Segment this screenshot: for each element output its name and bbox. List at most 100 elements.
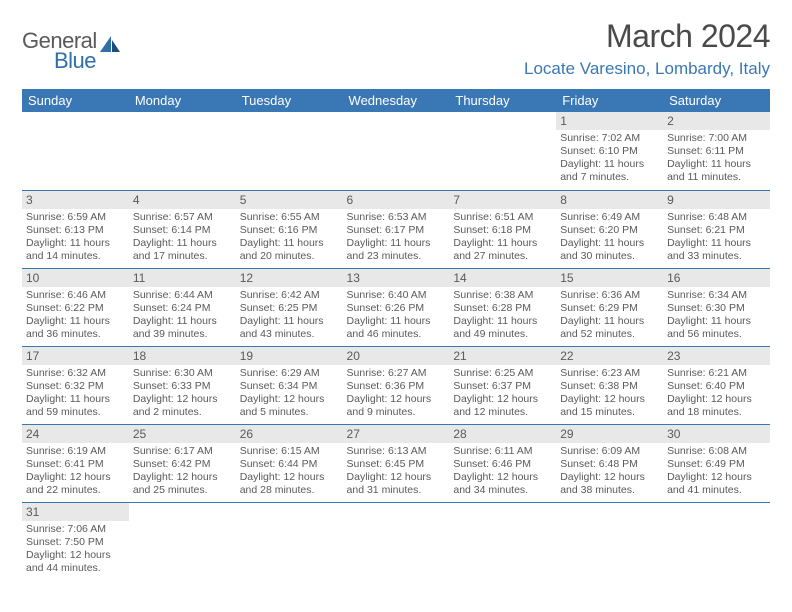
calendar-cell: 4Sunrise: 6:57 AMSunset: 6:14 PMDaylight… <box>129 190 236 268</box>
day-detail-line: Sunset: 6:26 PM <box>347 302 446 315</box>
day-detail-line: Daylight: 11 hours <box>133 237 232 250</box>
calendar-cell <box>343 112 450 190</box>
calendar-cell: 28Sunrise: 6:11 AMSunset: 6:46 PMDayligh… <box>449 424 556 502</box>
day-details: Sunrise: 6:46 AMSunset: 6:22 PMDaylight:… <box>22 287 129 344</box>
day-detail-line: Sunrise: 6:57 AM <box>133 211 232 224</box>
day-detail-line: Sunset: 6:13 PM <box>26 224 125 237</box>
day-details: Sunrise: 6:36 AMSunset: 6:29 PMDaylight:… <box>556 287 663 344</box>
location-text: Locate Varesino, Lombardy, Italy <box>524 59 770 79</box>
calendar-cell <box>22 112 129 190</box>
day-detail-line: Sunset: 6:49 PM <box>667 458 766 471</box>
day-detail-line: Sunrise: 6:53 AM <box>347 211 446 224</box>
day-number: 30 <box>663 425 770 443</box>
day-number: 4 <box>129 191 236 209</box>
day-detail-line: Sunset: 6:20 PM <box>560 224 659 237</box>
calendar-cell: 19Sunrise: 6:29 AMSunset: 6:34 PMDayligh… <box>236 346 343 424</box>
day-details: Sunrise: 6:17 AMSunset: 6:42 PMDaylight:… <box>129 443 236 500</box>
day-detail-line: Sunrise: 7:00 AM <box>667 132 766 145</box>
day-detail-line: and 18 minutes. <box>667 406 766 419</box>
day-detail-line: Sunset: 6:21 PM <box>667 224 766 237</box>
day-detail-line: Sunset: 6:42 PM <box>133 458 232 471</box>
calendar-cell: 26Sunrise: 6:15 AMSunset: 6:44 PMDayligh… <box>236 424 343 502</box>
day-number: 21 <box>449 347 556 365</box>
day-detail-line: Sunset: 6:29 PM <box>560 302 659 315</box>
calendar-row: 3Sunrise: 6:59 AMSunset: 6:13 PMDaylight… <box>22 190 770 268</box>
weekday-header: Saturday <box>663 89 770 112</box>
day-detail-line: Sunset: 6:24 PM <box>133 302 232 315</box>
day-detail-line: Daylight: 12 hours <box>347 471 446 484</box>
day-detail-line: Sunrise: 6:40 AM <box>347 289 446 302</box>
day-detail-line: Daylight: 11 hours <box>26 237 125 250</box>
day-details: Sunrise: 6:08 AMSunset: 6:49 PMDaylight:… <box>663 443 770 500</box>
day-number: 9 <box>663 191 770 209</box>
day-details: Sunrise: 6:57 AMSunset: 6:14 PMDaylight:… <box>129 209 236 266</box>
day-detail-line: and 41 minutes. <box>667 484 766 497</box>
day-detail-line: Sunrise: 7:06 AM <box>26 523 125 536</box>
calendar-cell: 22Sunrise: 6:23 AMSunset: 6:38 PMDayligh… <box>556 346 663 424</box>
day-detail-line: Daylight: 12 hours <box>453 471 552 484</box>
day-number: 14 <box>449 269 556 287</box>
day-detail-line: Sunrise: 6:29 AM <box>240 367 339 380</box>
day-detail-line: Sunset: 6:11 PM <box>667 145 766 158</box>
day-detail-line: Sunrise: 6:15 AM <box>240 445 339 458</box>
day-number: 11 <box>129 269 236 287</box>
day-detail-line: and 59 minutes. <box>26 406 125 419</box>
day-detail-line: and 17 minutes. <box>133 250 232 263</box>
day-number: 1 <box>556 112 663 130</box>
day-detail-line: Sunrise: 6:08 AM <box>667 445 766 458</box>
day-detail-line: Sunset: 6:37 PM <box>453 380 552 393</box>
day-detail-line: and 11 minutes. <box>667 171 766 184</box>
day-details: Sunrise: 7:06 AMSunset: 7:50 PMDaylight:… <box>22 521 129 578</box>
day-detail-line: Daylight: 12 hours <box>560 393 659 406</box>
calendar-cell: 13Sunrise: 6:40 AMSunset: 6:26 PMDayligh… <box>343 268 450 346</box>
calendar-cell: 25Sunrise: 6:17 AMSunset: 6:42 PMDayligh… <box>129 424 236 502</box>
weekday-header: Friday <box>556 89 663 112</box>
day-detail-line: and 28 minutes. <box>240 484 339 497</box>
calendar-row: 1Sunrise: 7:02 AMSunset: 6:10 PMDaylight… <box>22 112 770 190</box>
day-detail-line: Daylight: 12 hours <box>240 471 339 484</box>
day-details: Sunrise: 6:29 AMSunset: 6:34 PMDaylight:… <box>236 365 343 422</box>
day-details: Sunrise: 6:53 AMSunset: 6:17 PMDaylight:… <box>343 209 450 266</box>
day-detail-line: Daylight: 12 hours <box>347 393 446 406</box>
day-detail-line: and 22 minutes. <box>26 484 125 497</box>
day-details: Sunrise: 6:40 AMSunset: 6:26 PMDaylight:… <box>343 287 450 344</box>
day-detail-line: Sunrise: 6:11 AM <box>453 445 552 458</box>
day-number: 5 <box>236 191 343 209</box>
calendar-cell: 5Sunrise: 6:55 AMSunset: 6:16 PMDaylight… <box>236 190 343 268</box>
day-detail-line: Sunrise: 6:23 AM <box>560 367 659 380</box>
day-number: 19 <box>236 347 343 365</box>
day-detail-line: Daylight: 11 hours <box>347 237 446 250</box>
day-detail-line: and 20 minutes. <box>240 250 339 263</box>
day-detail-line: Daylight: 11 hours <box>560 158 659 171</box>
day-number: 13 <box>343 269 450 287</box>
calendar-cell: 6Sunrise: 6:53 AMSunset: 6:17 PMDaylight… <box>343 190 450 268</box>
day-details: Sunrise: 6:42 AMSunset: 6:25 PMDaylight:… <box>236 287 343 344</box>
day-detail-line: Sunset: 6:10 PM <box>560 145 659 158</box>
day-number: 29 <box>556 425 663 443</box>
day-number: 22 <box>556 347 663 365</box>
calendar-cell: 30Sunrise: 6:08 AMSunset: 6:49 PMDayligh… <box>663 424 770 502</box>
weekday-header: Tuesday <box>236 89 343 112</box>
calendar-cell: 10Sunrise: 6:46 AMSunset: 6:22 PMDayligh… <box>22 268 129 346</box>
day-detail-line: and 56 minutes. <box>667 328 766 341</box>
day-detail-line: Daylight: 11 hours <box>133 315 232 328</box>
calendar-row: 24Sunrise: 6:19 AMSunset: 6:41 PMDayligh… <box>22 424 770 502</box>
calendar-cell: 29Sunrise: 6:09 AMSunset: 6:48 PMDayligh… <box>556 424 663 502</box>
day-detail-line: Sunset: 6:33 PM <box>133 380 232 393</box>
day-detail-line: and 12 minutes. <box>453 406 552 419</box>
calendar-cell: 21Sunrise: 6:25 AMSunset: 6:37 PMDayligh… <box>449 346 556 424</box>
day-detail-line: Sunrise: 6:46 AM <box>26 289 125 302</box>
day-detail-line: Sunset: 6:45 PM <box>347 458 446 471</box>
day-number: 2 <box>663 112 770 130</box>
day-details: Sunrise: 6:48 AMSunset: 6:21 PMDaylight:… <box>663 209 770 266</box>
calendar-row: 31Sunrise: 7:06 AMSunset: 7:50 PMDayligh… <box>22 502 770 580</box>
calendar-cell: 3Sunrise: 6:59 AMSunset: 6:13 PMDaylight… <box>22 190 129 268</box>
day-detail-line: Daylight: 12 hours <box>560 471 659 484</box>
calendar-cell: 16Sunrise: 6:34 AMSunset: 6:30 PMDayligh… <box>663 268 770 346</box>
day-detail-line: Sunset: 6:18 PM <box>453 224 552 237</box>
day-detail-line: Sunrise: 6:59 AM <box>26 211 125 224</box>
day-detail-line: Daylight: 12 hours <box>240 393 339 406</box>
day-detail-line: Daylight: 11 hours <box>560 237 659 250</box>
day-number: 31 <box>22 503 129 521</box>
page-title: March 2024 <box>524 18 770 55</box>
